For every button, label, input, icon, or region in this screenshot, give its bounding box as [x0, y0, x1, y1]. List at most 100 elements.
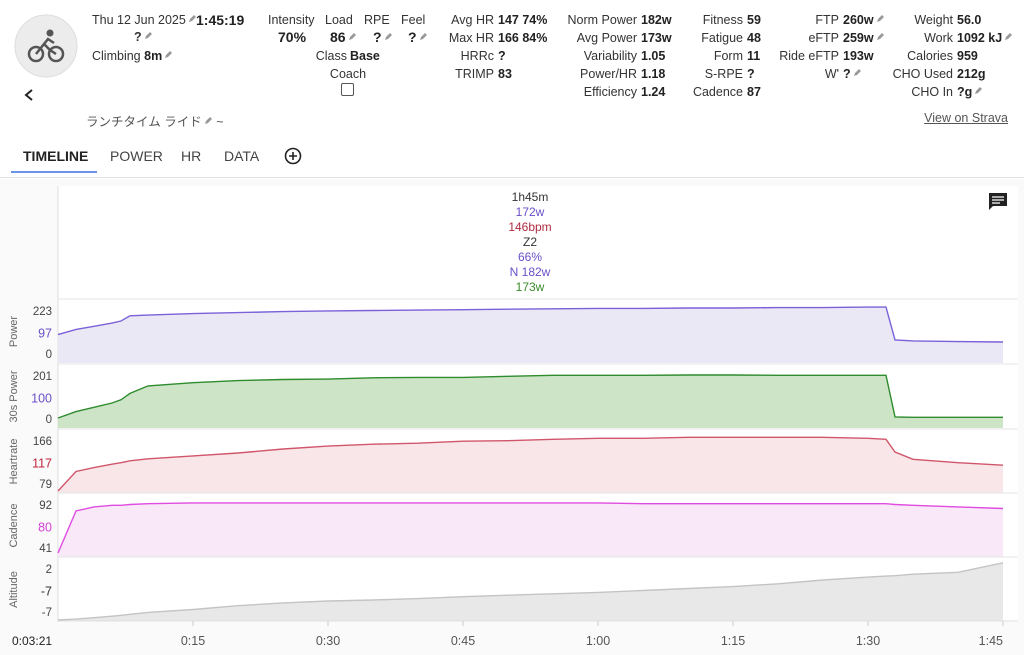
- trace-line: [57, 436, 1004, 492]
- stat-label: Form: [713, 49, 743, 63]
- stat-value: 70%: [278, 29, 307, 45]
- stat-value: 959: [957, 49, 978, 63]
- trace-line: [57, 562, 1004, 621]
- y-tick-label: 97: [38, 327, 52, 341]
- stat-value: ?: [747, 67, 755, 81]
- stat-value: 193w: [843, 49, 874, 63]
- y-tick-label: 0: [46, 414, 52, 426]
- stat-label: Fatigue: [701, 31, 743, 45]
- summary-line: 172w: [516, 205, 545, 219]
- y-tick-label: 201: [33, 371, 52, 383]
- stat-value: 1.24: [641, 85, 666, 99]
- add-tab[interactable]: [284, 147, 302, 165]
- y-tick-label: 166: [33, 436, 52, 448]
- stat-value: 83: [498, 67, 512, 81]
- stat-value: 173w: [641, 31, 672, 45]
- y-tick-label: 117: [32, 457, 52, 471]
- trace-line: [57, 306, 1004, 343]
- stat-value: 59: [747, 13, 761, 27]
- stat-value: ?: [408, 29, 428, 45]
- y-tick-label: 80: [38, 521, 52, 535]
- x-tick-label: 0:45: [451, 634, 475, 648]
- comment-icon[interactable]: [989, 193, 1007, 210]
- x-tick-label: 1:15: [721, 634, 745, 648]
- y-tick-label: 79: [39, 479, 52, 491]
- summary-line: 173w: [516, 280, 545, 294]
- x-tick-label: 1:30: [856, 634, 880, 648]
- stat-label: Weight: [914, 13, 953, 27]
- stat-label: W': [824, 67, 839, 81]
- class-label: Class: [315, 49, 347, 63]
- y-tick-label: 100: [31, 392, 52, 406]
- panel-name: Altitude: [8, 571, 20, 608]
- activity-title[interactable]: ランチタイム ライド ~: [86, 111, 224, 130]
- duration: 1:45:19: [196, 12, 245, 28]
- stat-label: HRRc: [460, 49, 494, 63]
- summary-line: 146bpm: [508, 220, 551, 234]
- panel-name: 30s Power: [8, 370, 20, 422]
- trace-area: [58, 307, 1003, 363]
- title-text: ランチタイム ライド: [86, 115, 202, 129]
- avatar: [14, 14, 78, 78]
- trace-line: [57, 502, 1004, 554]
- stat-label: Power/HR: [580, 67, 637, 81]
- date-text: Thu 12 Jun 2025: [92, 13, 186, 27]
- climbing: Climbing 8m: [92, 49, 173, 63]
- stat-value: 212g: [957, 67, 986, 81]
- stat-value: 147 74%: [498, 13, 548, 27]
- x-tick-label: 0:15: [181, 634, 205, 648]
- stat-label: FTP: [815, 13, 839, 27]
- tab-indicator: [11, 171, 97, 173]
- strava-link[interactable]: View on Strava: [924, 111, 1008, 125]
- stat-value: 56.0: [957, 13, 982, 27]
- panel-name: Cadence: [8, 503, 20, 547]
- stat-label: Calories: [907, 49, 953, 63]
- date[interactable]: Thu 12 Jun 2025: [92, 13, 197, 27]
- summary-line: N 182w: [510, 265, 551, 279]
- tab[interactable]: POWER: [110, 148, 163, 164]
- trace-line: [57, 374, 1003, 419]
- stat-label: Variability: [583, 49, 637, 63]
- stat-label: Max HR: [448, 31, 494, 45]
- tab[interactable]: DATA: [224, 148, 260, 164]
- y-tick-label: 2: [46, 564, 52, 576]
- name-text: ?: [134, 30, 142, 44]
- trace-area: [58, 437, 1003, 493]
- stat-label: Avg Power: [576, 31, 637, 45]
- stat-label: S-RPE: [704, 67, 743, 81]
- activity-name[interactable]: ?: [134, 30, 153, 44]
- x-tick-label: 1:45: [979, 634, 1003, 648]
- climbing-value: 8m: [144, 49, 163, 63]
- stat-label: Work: [924, 31, 953, 45]
- panel-name: Heartrate: [8, 439, 20, 485]
- stat-label: Avg HR: [451, 13, 494, 27]
- x-tick-label: 0:30: [316, 634, 340, 648]
- stat-value: 1.18: [641, 67, 666, 81]
- stat-label: Ride eFTP: [779, 49, 839, 63]
- coach-checkbox[interactable]: [341, 83, 354, 96]
- stat-value: 1092 kJ: [957, 31, 1013, 45]
- stat-value: 1.05: [641, 49, 666, 63]
- stat-value: ?: [373, 29, 393, 45]
- y-tick-label: -7: [41, 585, 52, 599]
- stat-value: ?g: [957, 85, 983, 99]
- climbing-label: Climbing: [92, 49, 141, 63]
- summary-line: Z2: [523, 235, 537, 249]
- tab[interactable]: TIMELINE: [23, 148, 89, 164]
- stat-value: 48: [747, 31, 761, 45]
- stat-value: 182w: [641, 13, 672, 27]
- stat-label: CHO In: [911, 85, 953, 99]
- stat-label: Intensity: [268, 13, 315, 27]
- stat-value: 11: [747, 49, 761, 63]
- tab[interactable]: HR: [181, 148, 202, 164]
- y-tick-label: 92: [39, 500, 52, 512]
- panel-name: Power: [8, 316, 20, 348]
- trace-area: [58, 502, 1003, 557]
- y-tick-label: 0: [46, 349, 52, 361]
- y-tick-label: -7: [42, 607, 52, 619]
- trace-area: [58, 375, 1003, 428]
- stat-label: Cadence: [692, 85, 743, 99]
- back-button[interactable]: [22, 88, 36, 102]
